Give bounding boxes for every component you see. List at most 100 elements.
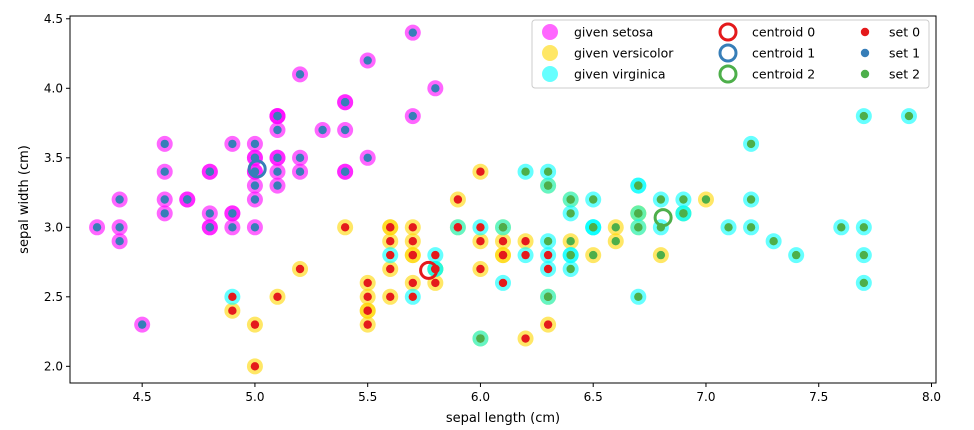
set-0-point xyxy=(386,237,395,246)
set-2-point xyxy=(589,223,598,232)
set-2-point xyxy=(566,195,575,204)
centroid-2-marker xyxy=(653,208,673,228)
legend-label: given setosa xyxy=(574,25,653,40)
set-2-point xyxy=(566,209,575,218)
set-0-point xyxy=(363,320,372,329)
set-markers-layer xyxy=(92,28,914,371)
set-2-point xyxy=(611,237,620,246)
set-1-point xyxy=(115,223,124,232)
set-2-point xyxy=(589,250,598,260)
set-0-point xyxy=(476,264,485,274)
set-2-point xyxy=(769,237,778,246)
set-0-point xyxy=(228,306,237,315)
set-0-point xyxy=(498,278,508,288)
y-axis: 2.0 2.5 3.0 3.5 4.0 4.5 xyxy=(44,12,70,373)
set-1-point xyxy=(205,209,215,218)
set-1-point xyxy=(363,56,372,65)
set-0-point xyxy=(431,250,440,260)
set-0-point xyxy=(408,237,417,246)
legend-label: set 2 xyxy=(889,67,920,82)
set-2-point xyxy=(859,111,869,121)
x-tick-label: 5.0 xyxy=(245,390,264,404)
set-0-point xyxy=(498,250,508,260)
set-1-point xyxy=(295,70,305,79)
set-2-point xyxy=(566,250,575,260)
set-0-point xyxy=(408,223,417,232)
set-2-point xyxy=(859,250,869,260)
set-1-point xyxy=(273,125,282,135)
set-0-point xyxy=(363,278,372,288)
y-axis-label: sepal width (cm) xyxy=(17,145,32,254)
set-2-point xyxy=(543,181,553,190)
legend-set-marker xyxy=(860,69,870,79)
legend-given-marker xyxy=(542,45,558,61)
set-2-point xyxy=(791,250,801,260)
set-0-point xyxy=(521,334,530,343)
x-tick-label: 7.5 xyxy=(809,390,828,404)
set-0-point xyxy=(228,292,237,302)
legend-label: centroid 0 xyxy=(752,25,815,40)
x-tick-label: 5.5 xyxy=(358,390,377,404)
set-2-point xyxy=(679,195,688,204)
x-axis: 4.5 5.0 5.5 6.0 6.5 7.0 7.5 8.0 xyxy=(133,383,941,404)
set-1-point xyxy=(273,181,282,190)
set-1-point xyxy=(228,223,237,232)
set-0-point xyxy=(476,237,485,246)
set-1-point xyxy=(273,153,282,162)
set-0-point xyxy=(498,237,508,246)
x-axis-label: sepal length (cm) xyxy=(446,411,560,426)
legend-set-marker xyxy=(860,27,870,37)
set-1-point xyxy=(431,84,440,93)
legend-label: centroid 1 xyxy=(752,46,815,61)
set-1-point xyxy=(340,167,350,176)
legend-centroid-marker xyxy=(718,64,738,84)
set-2-point xyxy=(656,250,666,260)
y-tick-label: 3.5 xyxy=(44,151,63,165)
legend-label: centroid 2 xyxy=(752,67,815,82)
legend-given-marker xyxy=(542,24,558,40)
set-1-point xyxy=(160,167,169,176)
legend-set-marker xyxy=(860,48,870,58)
set-0-point xyxy=(453,223,463,232)
set-1-point xyxy=(183,195,192,204)
centroid-markers-layer xyxy=(247,159,673,280)
set-1-point xyxy=(160,209,169,218)
set-1-point xyxy=(408,111,417,121)
set-1-point xyxy=(205,167,215,176)
set-2-point xyxy=(746,195,756,204)
set-0-point xyxy=(408,292,417,302)
set-0-point xyxy=(521,250,530,260)
set-0-point xyxy=(250,320,260,329)
centroid-1-marker xyxy=(247,159,267,179)
set-1-point xyxy=(318,125,327,135)
set-2-point xyxy=(859,223,869,232)
x-tick-label: 6.0 xyxy=(471,390,490,404)
set-2-point xyxy=(498,223,508,232)
set-0-point xyxy=(273,292,282,302)
set-0-point xyxy=(408,250,417,260)
x-tick-label: 8.0 xyxy=(922,390,941,404)
set-0-point xyxy=(521,237,530,246)
legend-label: given versicolor xyxy=(574,46,674,61)
legend-label: set 0 xyxy=(889,25,920,40)
set-1-point xyxy=(228,209,237,218)
set-2-point xyxy=(746,139,756,149)
set-2-point xyxy=(543,167,553,176)
set-2-point xyxy=(701,195,711,204)
set-2-point xyxy=(611,223,620,232)
set-0-point xyxy=(386,292,395,302)
y-tick-label: 4.5 xyxy=(44,12,63,26)
set-2-point xyxy=(724,223,733,232)
set-1-point xyxy=(92,223,102,232)
set-1-point xyxy=(295,153,305,162)
set-2-point xyxy=(476,334,485,343)
set-0-point xyxy=(543,320,553,329)
set-0-point xyxy=(386,223,395,232)
set-1-point xyxy=(250,195,260,204)
set-1-point xyxy=(160,195,169,204)
set-1-point xyxy=(250,139,260,149)
x-tick-label: 6.5 xyxy=(584,390,603,404)
set-0-point xyxy=(476,223,485,232)
set-0-point xyxy=(363,292,372,302)
set-0-point xyxy=(431,278,440,288)
